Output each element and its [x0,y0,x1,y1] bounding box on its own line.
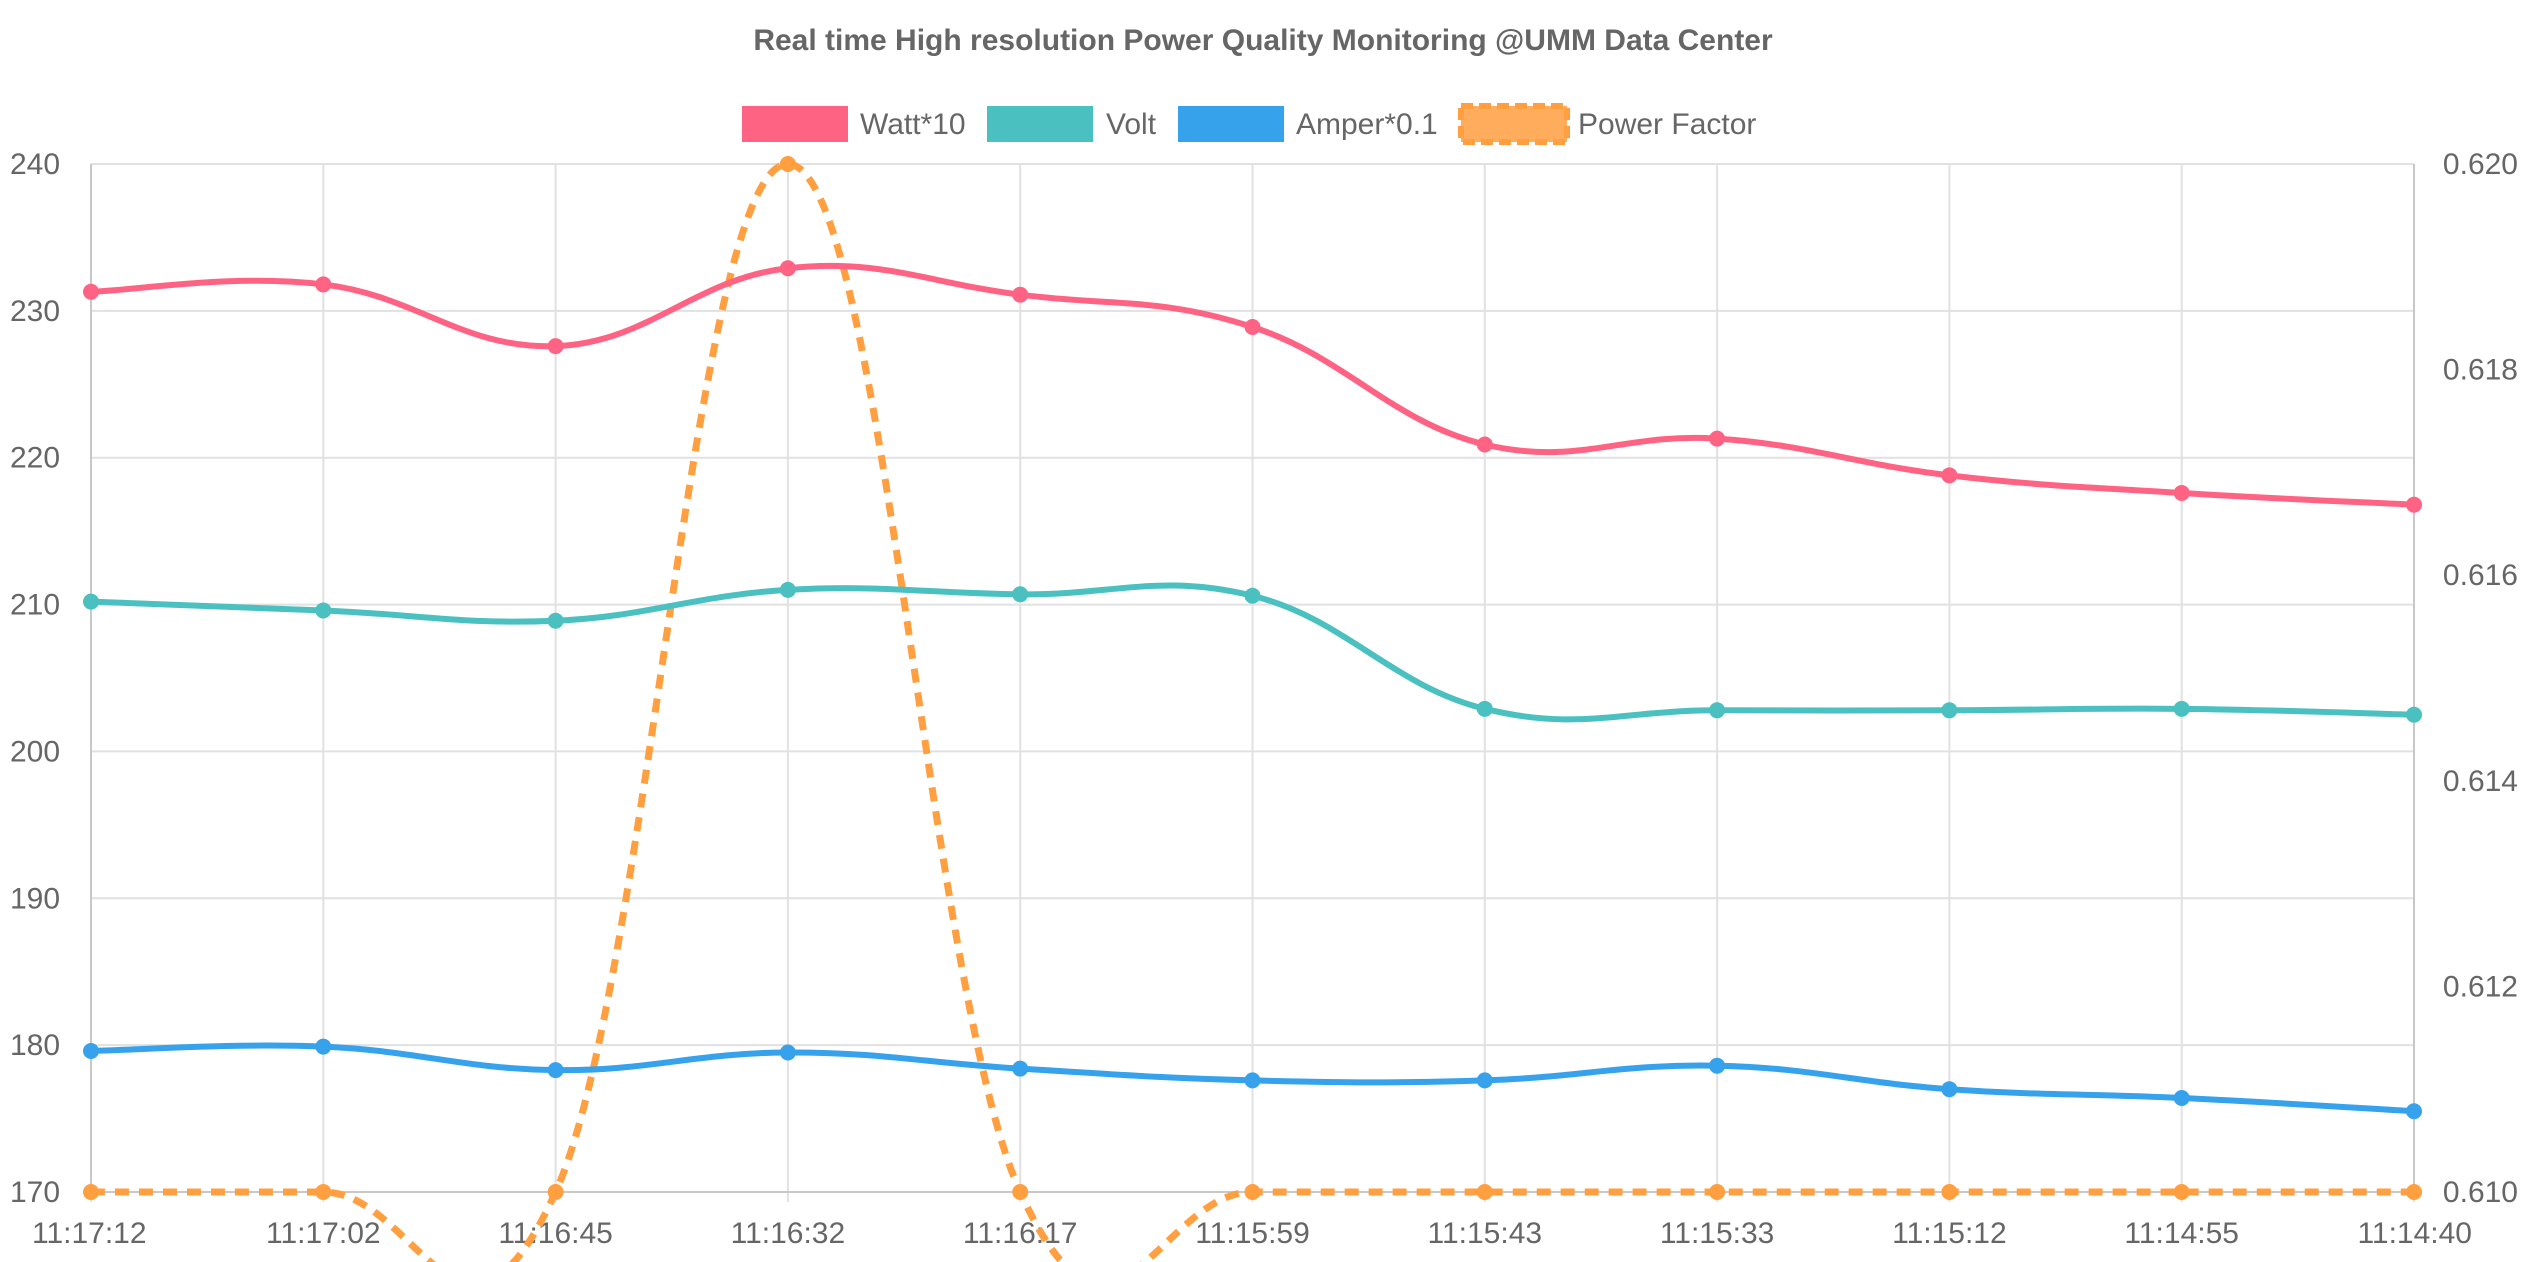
data-point[interactable] [1244,319,1261,336]
legend[interactable]: Watt*10 Volt Amper*0.1 Power Factor [742,103,1756,145]
series-watt-10 [83,260,2422,513]
legend-item[interactable]: Volt [987,106,1157,142]
x-tick-label: 11:15:12 [1892,1217,2007,1250]
axis-layer: 170 180 190 200 210 220 230 240 0.610 0.612 0.614 0… [10,148,2518,1250]
data-point[interactable] [1476,436,1493,453]
data-point[interactable] [1709,430,1726,447]
data-point[interactable] [1012,286,1029,303]
data-point[interactable] [1012,1184,1029,1200]
data-point[interactable] [83,1184,99,1200]
y-left-tick-label: 220 [10,442,60,475]
legend-swatch [1178,106,1284,142]
data-point[interactable] [1709,702,1726,719]
legend-label: Volt [1106,108,1157,141]
data-point[interactable] [1941,1081,1958,1098]
y-right-tick-label: 0.612 [2443,970,2518,1003]
data-point[interactable] [1709,1184,1726,1200]
series-volt [83,581,2422,723]
x-tick-label: 11:14:55 [2124,1217,2239,1250]
legend-label: Watt*10 [860,108,966,141]
data-point[interactable] [1476,700,1493,717]
data-point[interactable] [1244,587,1261,604]
data-point[interactable] [83,1043,99,1060]
data-point[interactable] [547,1062,564,1079]
data-point[interactable] [315,1184,332,1200]
y-left-tick-label: 190 [10,882,60,915]
data-point[interactable] [2173,1090,2190,1107]
y-left-tick-label: 230 [10,295,60,328]
x-tick-label: 11:15:33 [1660,1217,1775,1250]
x-tick-label: 11:16:17 [963,1217,1078,1250]
legend-label: Power Factor [1578,108,1756,141]
data-point[interactable] [1012,1060,1029,1077]
data-point[interactable] [779,156,796,172]
data-point[interactable] [779,260,796,277]
y-left-tick-label: 240 [10,148,60,181]
legend-item[interactable]: Amper*0.1 [1178,106,1438,142]
data-point[interactable] [1012,586,1029,603]
data-point[interactable] [2173,484,2190,501]
y-left-tick-label: 210 [10,589,60,622]
x-tick-label: 11:15:59 [1195,1217,1310,1250]
x-tick-label: 11:16:45 [498,1217,613,1250]
legend-item[interactable]: Watt*10 [742,106,966,142]
data-point[interactable] [1941,467,1958,484]
series-amper-0-1 [83,1038,2422,1120]
x-tick-label: 11:15:43 [1428,1217,1543,1250]
data-point[interactable] [2173,1184,2190,1200]
legend-swatch [742,106,848,142]
y-right-tick-label: 0.620 [2443,148,2518,181]
data-point[interactable] [1941,1184,1958,1200]
data-point[interactable] [2406,706,2422,723]
legend-item[interactable]: Power Factor [1458,103,1756,145]
data-point[interactable] [547,1184,564,1200]
y-right-tick-label: 0.610 [2443,1176,2518,1209]
legend-label: Amper*0.1 [1296,108,1438,141]
data-point[interactable] [1476,1184,1493,1200]
data-point[interactable] [2173,700,2190,717]
y-right-tick-label: 0.616 [2443,559,2518,592]
series-layer [83,156,2422,1262]
data-point[interactable] [315,602,332,619]
data-point[interactable] [779,1044,796,1061]
data-point[interactable] [2406,1184,2422,1200]
y-left-tick-label: 180 [10,1029,60,1062]
data-point[interactable] [1244,1072,1261,1089]
legend-swatch [987,106,1093,142]
y-left-tick-label: 200 [10,735,60,768]
data-point[interactable] [779,581,796,598]
series-power-factor [83,156,2422,1262]
data-point[interactable] [1244,1184,1261,1200]
chart-title: Real time High resolution Power Quality … [753,24,1773,57]
data-point[interactable] [547,612,564,629]
y-right-tick-label: 0.618 [2443,354,2518,387]
data-point[interactable] [83,593,99,610]
y-left-tick-label: 170 [10,1176,60,1209]
data-point[interactable] [1941,702,1958,719]
data-point[interactable] [2406,1103,2422,1120]
data-point[interactable] [315,1038,332,1055]
x-tick-label: 11:17:02 [266,1217,381,1250]
data-point[interactable] [83,283,99,300]
data-point[interactable] [2406,496,2422,513]
grid-layer [90,163,2415,1202]
data-point[interactable] [547,338,564,355]
data-point[interactable] [1709,1057,1726,1074]
x-tick-label: 11:14:40 [2357,1217,2472,1250]
x-tick-label: 11:17:12 [32,1217,147,1250]
data-point[interactable] [1476,1072,1493,1089]
legend-swatch [1458,103,1570,145]
x-tick-label: 11:16:32 [731,1217,846,1250]
y-right-tick-label: 0.614 [2443,765,2518,798]
data-point[interactable] [315,276,332,293]
